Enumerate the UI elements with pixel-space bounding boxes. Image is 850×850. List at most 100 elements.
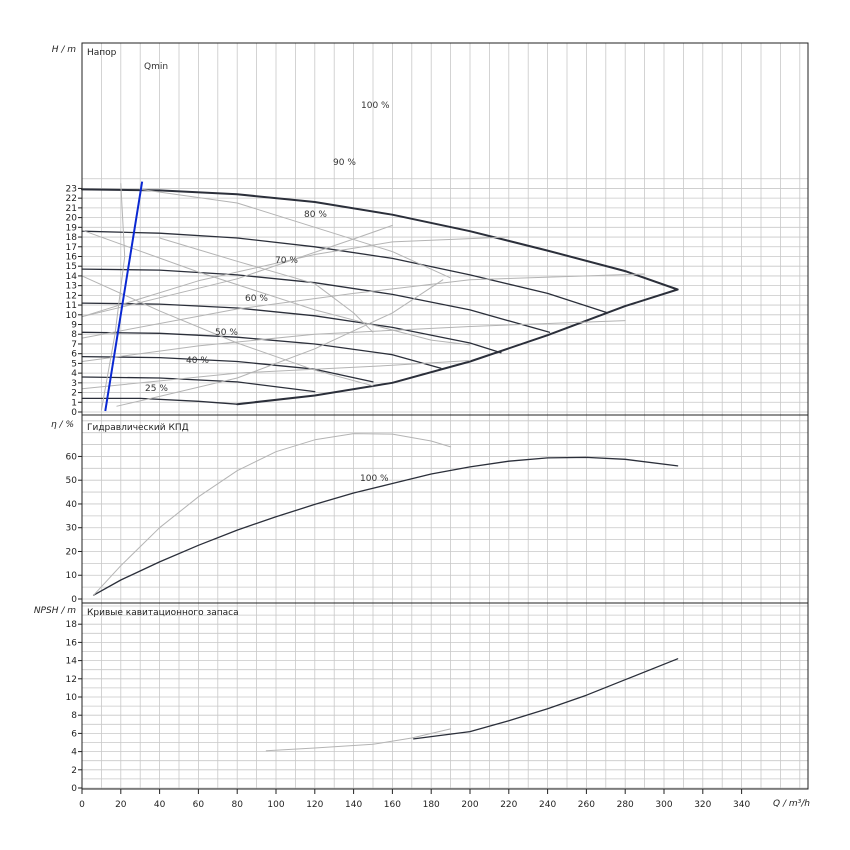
y-tick-label: 23 [66,184,77,194]
series-line [413,658,679,740]
x-tick-label: 0 [79,800,85,810]
series-line [81,397,238,405]
x-tick-label: 100 [267,800,284,810]
efficiency-y-axis-label: η / % [51,420,74,430]
x-tick-label: 180 [423,800,440,810]
y-tick-label: 10 [66,571,78,581]
curves [81,181,679,752]
series-line [81,355,374,383]
y-tick-label: 7 [71,340,77,350]
auxiliary-curve [159,237,374,333]
y-tick-label: 8 [71,711,77,721]
x-axis-label: Q / m³/h [773,799,810,809]
auxiliary-curve [81,360,471,390]
curve-label-50: 50 % [215,328,238,338]
y-tick-label: 1 [71,398,77,408]
curve-label-90: 90 % [333,158,356,168]
y-tick-label: 17 [66,243,77,253]
y-tick-label: 8 [71,330,77,340]
y-tick-label: 19 [66,223,78,233]
series-line [81,230,609,314]
y-tick-label: 15 [66,262,77,272]
x-tick-label: 140 [345,800,362,810]
y-tick-label: 10 [66,693,78,703]
x-tick-label: 320 [694,800,711,810]
y-tick-label: 40 [66,500,78,510]
y-tick-label: 50 [66,476,78,486]
panel-frame [81,602,809,790]
y-tick-label: 20 [66,214,78,224]
x-tick-label: 300 [655,800,672,810]
y-tick-label: 3 [71,379,77,389]
curve-label-60: 60 % [245,294,268,304]
y-tick-label: 18 [66,620,78,630]
y-tick-label: 2 [71,389,77,399]
series-line [81,302,502,354]
y-tick-label: 21 [66,204,77,214]
y-tick-label: 6 [71,350,77,360]
series-line [81,188,679,291]
x-tick-label: 160 [384,800,401,810]
grid [81,43,808,789]
y-tick-label: 14 [66,657,78,667]
panel-frame [81,414,809,604]
auxiliary-curve [139,188,452,279]
y-tick-label: 16 [66,252,78,262]
curve-label-80: 80 % [304,210,327,220]
auxiliary-curve [100,183,126,411]
y-tick-label: 0 [71,595,77,605]
x-tick-label: 80 [231,800,243,810]
head-y-axis-label: H / m [52,45,77,55]
series-line [81,331,442,369]
x-tick-label: 240 [539,800,556,810]
auxiliary-curve [93,433,452,596]
y-tick-label: 5 [71,359,77,369]
auxiliary-curve [81,273,646,339]
x-tick-label: 120 [306,800,323,810]
x-tick-label: 20 [115,800,127,810]
auxiliary-curve [81,320,626,362]
curve-label-70: 70 % [275,256,298,266]
x-tick-label: 200 [461,800,478,810]
auxiliary-curve [265,728,452,752]
auxiliary-curve [116,279,444,407]
series-line [236,288,679,406]
y-tick-label: 2 [71,766,77,776]
curve-label-40: 40 % [186,356,209,366]
efficiency-label-100: 100 % [360,474,389,484]
frame [78,42,809,794]
y-tick-label: 18 [66,233,78,243]
y-tick-label: 0 [71,408,77,418]
y-tick-label: 60 [66,452,78,462]
y-tick-label: 14 [66,272,78,282]
y-tick-label: 30 [66,524,78,534]
x-tick-label: 220 [500,800,517,810]
y-tick-label: 13 [66,282,77,292]
series-line [92,456,679,596]
y-tick-label: 4 [71,748,77,758]
y-tick-label: 11 [66,301,77,311]
qmin-line [104,181,144,412]
x-tick-label: 260 [578,800,595,810]
y-tick-label: 20 [66,547,78,557]
curve-label-25: 25 % [145,384,168,394]
y-tick-label: 4 [71,369,77,379]
y-tick-label: 12 [66,291,77,301]
y-tick-label: 0 [71,784,77,794]
auxiliary-curve [81,224,393,318]
y-tick-label: 16 [66,638,78,648]
x-tick-label: 280 [617,800,634,810]
x-tick-label: 60 [193,800,205,810]
y-tick-label: 9 [71,321,77,331]
efficiency-panel-title: Гидравлический КПД [87,423,189,433]
curve-label-100: 100 % [361,101,390,111]
npsh-y-axis-label: NPSH / m [34,606,76,616]
head-panel-title: Напор [87,48,117,58]
auxiliary-curve [81,275,374,387]
y-tick-label: 10 [66,311,78,321]
series-line [81,376,316,393]
y-tick-label: 6 [71,729,77,739]
text: Напор Гидравлический КПД Кривые кавитаци… [34,45,810,810]
npsh-panel-title: Кривые кавитационного запаса [87,608,239,618]
